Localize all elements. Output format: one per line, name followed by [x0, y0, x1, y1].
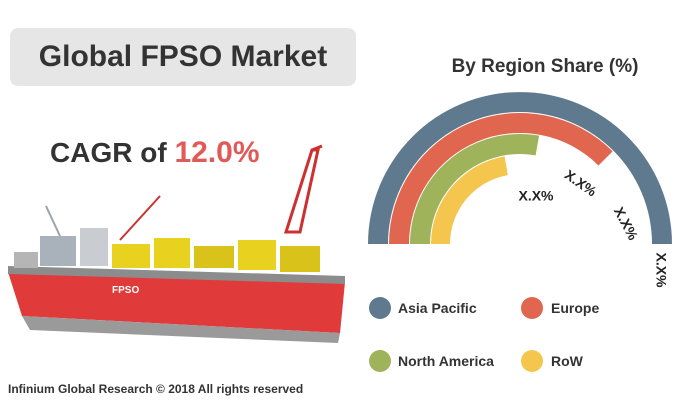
cagr-prefix: CAGR of — [50, 137, 175, 168]
arc-north-america — [410, 133, 540, 244]
ship-module — [238, 240, 276, 270]
ship-hull-label: FPSO — [112, 285, 139, 296]
ship-module — [112, 244, 150, 268]
ship-hull-bottom — [22, 316, 340, 343]
legend-swatch — [369, 350, 391, 372]
legend-item-row: RoW — [521, 350, 584, 372]
legend-swatch — [521, 297, 543, 319]
data-label-asia-pacific: X.X% — [653, 252, 669, 288]
legend-item-europe: Europe — [521, 297, 599, 319]
ship-module — [80, 228, 108, 266]
fpso-ship: FPSO — [8, 144, 345, 343]
legend-swatch — [521, 350, 543, 372]
legend-label: RoW — [551, 353, 584, 369]
ship-flare-tower — [283, 148, 320, 234]
cagr-text: CAGR of 12.0% — [50, 136, 260, 170]
legend-swatch — [369, 297, 391, 319]
ship-crane-arm — [119, 195, 161, 241]
legend-label: North America — [398, 353, 494, 369]
ship-crane-arm — [45, 205, 61, 237]
data-label-north-america: X.X% — [562, 166, 600, 200]
data-label-europe: X.X% — [611, 204, 642, 243]
data-label-row: X.X% — [518, 188, 554, 204]
page-title: Global FPSO Market — [38, 40, 328, 73]
ship-module — [194, 246, 234, 268]
region-share-chart: X.X% X.X% X.X% X.X% — [368, 92, 672, 288]
chart-title: By Region Share (%) — [451, 56, 639, 77]
ship-module — [40, 236, 76, 266]
ship-module — [280, 246, 320, 272]
title-box: Global FPSO Market — [10, 28, 356, 86]
ship-module — [14, 252, 38, 268]
cagr-value: 12.0% — [174, 136, 260, 169]
ship-module — [154, 238, 190, 268]
ship-hull — [8, 272, 345, 333]
legend: Asia Pacific Europe North America RoW — [369, 297, 599, 372]
legend-label: Asia Pacific — [398, 300, 477, 316]
ship-flare-boom — [311, 144, 323, 152]
arc-europe — [389, 113, 613, 244]
legend-item-asia-pacific: Asia Pacific — [369, 297, 477, 319]
legend-label: Europe — [551, 300, 599, 316]
legend-item-north-america: North America — [369, 350, 494, 372]
footer-copyright: Infinium Global Research © 2018 All righ… — [8, 382, 304, 396]
arc-asia-pacific — [368, 92, 672, 244]
arc-row — [431, 156, 508, 244]
ship-deck — [8, 266, 345, 284]
